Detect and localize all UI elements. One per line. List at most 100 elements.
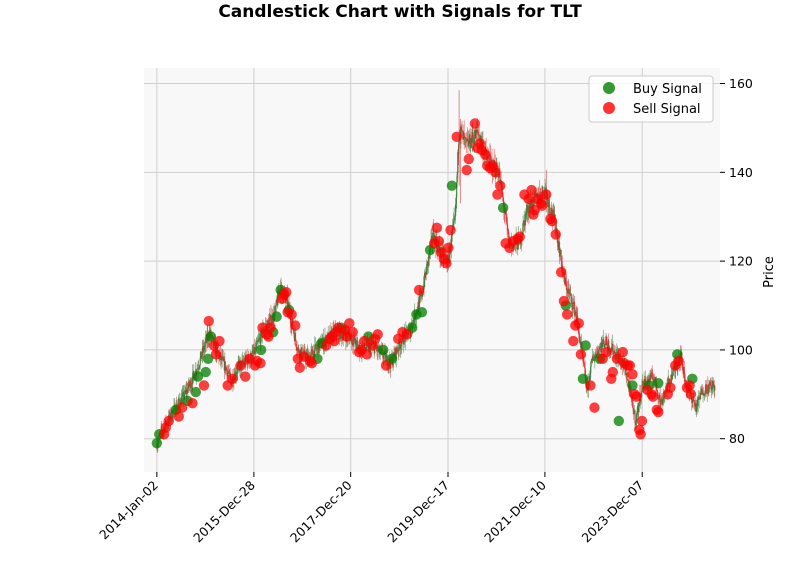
sell-signal-point xyxy=(443,242,454,254)
sell-signals xyxy=(158,118,697,440)
candle-body xyxy=(201,355,203,359)
candle-body xyxy=(315,344,317,348)
sell-signal-point xyxy=(550,229,561,240)
candle-body xyxy=(472,132,474,140)
candle-body xyxy=(626,373,628,380)
candle-body xyxy=(528,203,531,214)
sell-signal-point xyxy=(665,382,676,393)
y-tick-label: 160 xyxy=(729,76,753,91)
sell-signal-point xyxy=(294,362,306,373)
candle-body xyxy=(695,406,698,413)
buy-signal-point xyxy=(386,353,398,364)
sell-signal-point xyxy=(361,349,373,360)
candle-body xyxy=(549,212,551,215)
candle-body xyxy=(614,350,616,352)
candle-body xyxy=(187,388,189,393)
sell-signal-point xyxy=(380,360,392,371)
candle-body xyxy=(477,132,479,134)
candle-body xyxy=(638,403,640,413)
candle-body xyxy=(691,399,693,404)
candle-body xyxy=(221,356,223,361)
candle-body xyxy=(574,311,576,316)
candle-body xyxy=(270,314,272,327)
candle-body xyxy=(552,209,554,219)
candle-body xyxy=(642,380,644,390)
candle-body xyxy=(508,231,510,244)
candle-body xyxy=(229,370,231,374)
candle-body xyxy=(427,256,429,266)
candle-body xyxy=(706,385,708,394)
candle-body xyxy=(412,320,414,321)
candle-body xyxy=(286,294,289,307)
candle-body xyxy=(701,388,704,395)
candle-body xyxy=(452,220,455,226)
candle-body xyxy=(400,341,403,347)
candle-body xyxy=(469,134,471,149)
candle-body xyxy=(671,374,674,380)
sell-signal-point xyxy=(413,284,425,296)
legend-sell-label: Sell Signal xyxy=(633,102,701,117)
candle-body xyxy=(383,355,385,359)
candle-body xyxy=(560,249,562,261)
buy-signal-point xyxy=(446,180,458,191)
candle-body xyxy=(463,132,465,138)
candle-body xyxy=(650,373,652,380)
candle-body xyxy=(297,348,299,351)
candle-body xyxy=(583,363,585,365)
sell-signal-point xyxy=(635,429,646,440)
candle-body xyxy=(171,410,173,419)
candle-body xyxy=(578,332,580,342)
candle-body xyxy=(398,339,400,351)
candle-body xyxy=(632,400,634,408)
candle-body xyxy=(272,322,274,324)
candle-body xyxy=(464,136,466,138)
candle-body xyxy=(466,139,468,142)
candle-body xyxy=(421,293,424,297)
candle-body xyxy=(198,368,200,370)
candle-body xyxy=(478,133,480,135)
candle-body xyxy=(697,397,699,407)
sell-signal-point xyxy=(263,331,274,342)
candle-body xyxy=(561,260,563,270)
candle-body xyxy=(354,338,357,345)
candle-body xyxy=(701,388,703,390)
sell-signal-point xyxy=(235,360,246,371)
candle-body xyxy=(260,330,262,345)
candle-body xyxy=(672,368,674,375)
candle-body xyxy=(669,379,671,383)
candle-body xyxy=(636,412,638,414)
sell-signal-point xyxy=(537,200,548,211)
candle-body xyxy=(255,343,258,349)
sell-signal-point xyxy=(546,215,558,227)
candle-body xyxy=(257,341,259,342)
candle-body xyxy=(524,214,526,226)
candle-body xyxy=(198,367,200,369)
candle-body xyxy=(705,384,707,394)
candle-body xyxy=(177,402,179,406)
sell-signal-point xyxy=(555,267,567,278)
sell-signal-point xyxy=(492,189,503,200)
y-axis-label: Price xyxy=(762,256,777,288)
candle-body xyxy=(635,420,637,426)
candle-body xyxy=(426,263,428,275)
candle-body xyxy=(523,220,525,223)
legend-buy-label: Buy Signal xyxy=(633,82,702,97)
sell-signal-point xyxy=(461,164,472,176)
sell-signal-point xyxy=(347,326,359,338)
candle-body xyxy=(276,299,278,302)
candle-body xyxy=(470,138,472,148)
sell-signal-point xyxy=(558,295,570,307)
sell-signal-point xyxy=(523,193,534,205)
sell-signal-point xyxy=(673,355,684,367)
candle-body xyxy=(592,356,594,360)
candle-body xyxy=(506,224,509,230)
candle-body xyxy=(423,272,426,288)
candle-body xyxy=(602,339,605,342)
buy-signal-point xyxy=(577,373,589,384)
candle-body xyxy=(478,134,480,136)
candle-body xyxy=(181,393,184,397)
candle-body xyxy=(312,349,314,355)
candle-body xyxy=(598,349,600,356)
sell-signal-point xyxy=(490,167,501,178)
